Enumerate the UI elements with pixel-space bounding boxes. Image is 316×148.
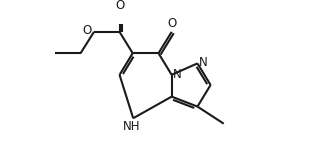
Text: O: O [167,17,176,30]
Text: O: O [115,0,124,12]
Text: O: O [83,24,92,37]
Text: NH: NH [123,120,141,133]
Text: N: N [173,68,182,81]
Text: N: N [199,56,207,69]
